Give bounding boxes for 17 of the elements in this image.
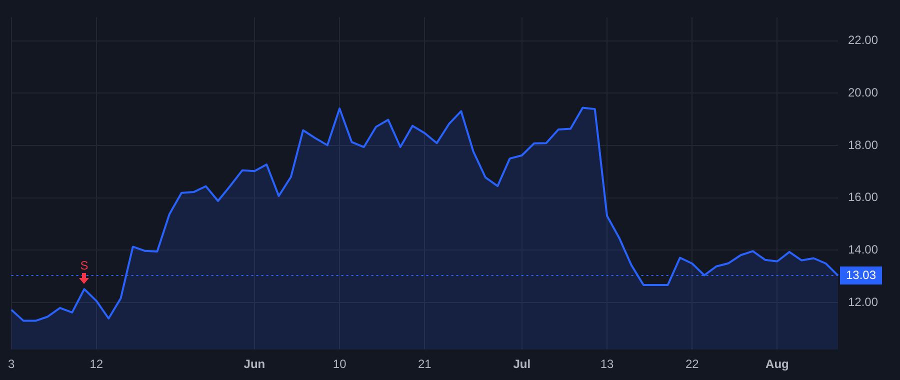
y-tick-label: 22.00	[848, 33, 878, 48]
y-tick-label: 14.00	[848, 242, 878, 256]
x-tick-label: Jul	[513, 357, 531, 372]
x-tick-label: 10	[332, 357, 347, 372]
y-tick-label: 20.00	[848, 85, 878, 100]
annotation: S	[80, 258, 88, 272]
y-tick-label: 12.00	[848, 294, 878, 309]
x-tick-label: 13	[600, 357, 614, 372]
x-tick-label: Aug	[766, 357, 789, 372]
x-tick-label: 3	[8, 357, 15, 372]
x-tick-label: 22	[685, 357, 700, 372]
ref-line-label: 13.03	[846, 268, 876, 282]
x-tick-label: Jun	[244, 357, 266, 372]
y-tick-label: 18.00	[848, 138, 878, 152]
x-tick-label: 12	[90, 357, 104, 372]
y-tick-label: 16.00	[848, 190, 878, 204]
x-tick-label: 21	[418, 357, 432, 372]
